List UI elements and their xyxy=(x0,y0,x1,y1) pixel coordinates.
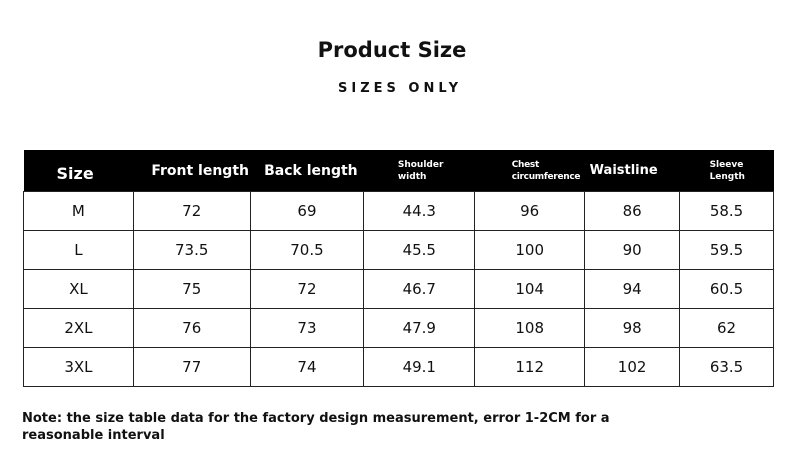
cell-shoulder-width: 49.1 xyxy=(363,347,476,387)
header-front-length: Front length xyxy=(133,150,251,192)
cell-shoulder-width: 44.3 xyxy=(363,191,476,231)
header-sleeve-length: Sleeve Length xyxy=(679,150,774,192)
cell-waistline: 86 xyxy=(584,191,681,231)
header-size: Size xyxy=(23,150,134,192)
cell-size: M xyxy=(23,191,134,231)
cell-chest: 96 xyxy=(474,191,586,231)
measurement-note: Note: the size table data for the factor… xyxy=(22,411,610,443)
page-subtitle: SIZES ONLY xyxy=(338,81,462,96)
cell-chest: 104 xyxy=(474,269,586,309)
cell-waistline: 98 xyxy=(584,308,681,348)
cell-front-length: 72 xyxy=(132,191,251,231)
cell-size: XL xyxy=(23,269,134,309)
cell-front-length: 76 xyxy=(132,308,251,348)
table-row: XL 75 72 46.7 104 94 60.5 xyxy=(23,269,774,309)
cell-front-length: 73.5 xyxy=(132,230,251,270)
header-shoulder-width: Shoulder width xyxy=(363,150,475,192)
cell-back-length: 74 xyxy=(249,347,365,387)
table-header-row: Size Front length Back length Shoulder w… xyxy=(23,150,774,192)
cell-sleeve-length: 58.5 xyxy=(679,191,774,231)
table-row: L 73.5 70.5 45.5 100 90 59.5 xyxy=(23,230,774,270)
cell-waistline: 90 xyxy=(584,230,681,270)
table-row: 2XL 76 73 47.9 108 98 62 xyxy=(23,308,774,348)
cell-front-length: 77 xyxy=(132,347,251,387)
cell-front-length: 75 xyxy=(132,269,251,309)
header-back-length: Back length xyxy=(250,150,364,192)
cell-sleeve-length: 59.5 xyxy=(679,230,774,270)
cell-back-length: 69 xyxy=(249,191,365,231)
cell-sleeve-length: 62 xyxy=(679,308,774,348)
cell-chest: 112 xyxy=(474,347,586,387)
cell-waistline: 94 xyxy=(584,269,681,309)
header-waistline: Waistline xyxy=(584,150,680,192)
cell-size: 2XL xyxy=(23,308,134,348)
cell-chest: 108 xyxy=(474,308,586,348)
cell-shoulder-width: 47.9 xyxy=(363,308,476,348)
cell-waistline: 102 xyxy=(584,347,681,387)
cell-back-length: 70.5 xyxy=(249,230,365,270)
header-chest-circumference: Chest circumference xyxy=(474,150,585,192)
cell-back-length: 73 xyxy=(249,308,365,348)
cell-shoulder-width: 46.7 xyxy=(363,269,476,309)
table-row: 3XL 77 74 49.1 112 102 63.5 xyxy=(23,347,774,387)
cell-back-length: 72 xyxy=(249,269,365,309)
cell-size: 3XL xyxy=(23,347,134,387)
table-row: M 72 69 44.3 96 86 58.5 xyxy=(23,191,774,231)
cell-sleeve-length: 60.5 xyxy=(679,269,774,309)
cell-shoulder-width: 45.5 xyxy=(363,230,476,270)
size-table: Size Front length Back length Shoulder w… xyxy=(23,150,774,387)
cell-sleeve-length: 63.5 xyxy=(679,347,774,387)
cell-chest: 100 xyxy=(474,230,586,270)
cell-size: L xyxy=(23,230,134,270)
page-title: Product Size xyxy=(317,38,467,62)
